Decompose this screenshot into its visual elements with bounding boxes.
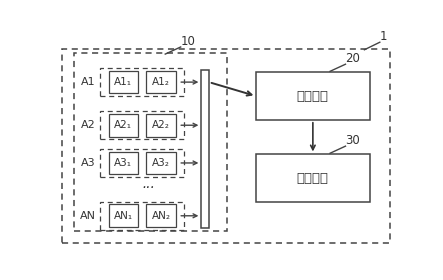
- Bar: [109, 71, 138, 94]
- Text: A2₂: A2₂: [152, 120, 170, 130]
- Text: AN₂: AN₂: [152, 211, 171, 221]
- Bar: [109, 114, 138, 137]
- Bar: [109, 152, 138, 174]
- Bar: [146, 204, 175, 227]
- Bar: [100, 202, 184, 230]
- Text: A3₂: A3₂: [152, 158, 170, 168]
- Text: AN₁: AN₁: [113, 211, 133, 221]
- Text: 1: 1: [380, 30, 387, 43]
- Bar: [256, 73, 369, 120]
- Bar: [100, 149, 184, 177]
- Text: A1: A1: [81, 77, 95, 87]
- Text: 30: 30: [346, 134, 360, 147]
- Bar: [109, 204, 138, 227]
- Text: ···: ···: [141, 181, 155, 195]
- Text: A3: A3: [81, 158, 95, 168]
- Text: 烘干模块: 烘干模块: [297, 172, 329, 185]
- Text: A1₂: A1₂: [152, 77, 170, 87]
- Bar: [146, 114, 175, 137]
- Text: AN: AN: [80, 211, 96, 221]
- Bar: [74, 53, 227, 231]
- Text: A3₁: A3₁: [114, 158, 132, 168]
- Text: A2: A2: [81, 120, 95, 130]
- Bar: [146, 152, 175, 174]
- Text: 控制模块: 控制模块: [297, 90, 329, 103]
- Text: 20: 20: [346, 52, 360, 65]
- Bar: [100, 68, 184, 96]
- Bar: [256, 154, 369, 202]
- Bar: [146, 71, 175, 94]
- Text: 10: 10: [181, 35, 195, 48]
- Bar: [100, 111, 184, 139]
- Text: A2₁: A2₁: [114, 120, 132, 130]
- Text: A1₁: A1₁: [114, 77, 132, 87]
- Bar: [201, 70, 209, 228]
